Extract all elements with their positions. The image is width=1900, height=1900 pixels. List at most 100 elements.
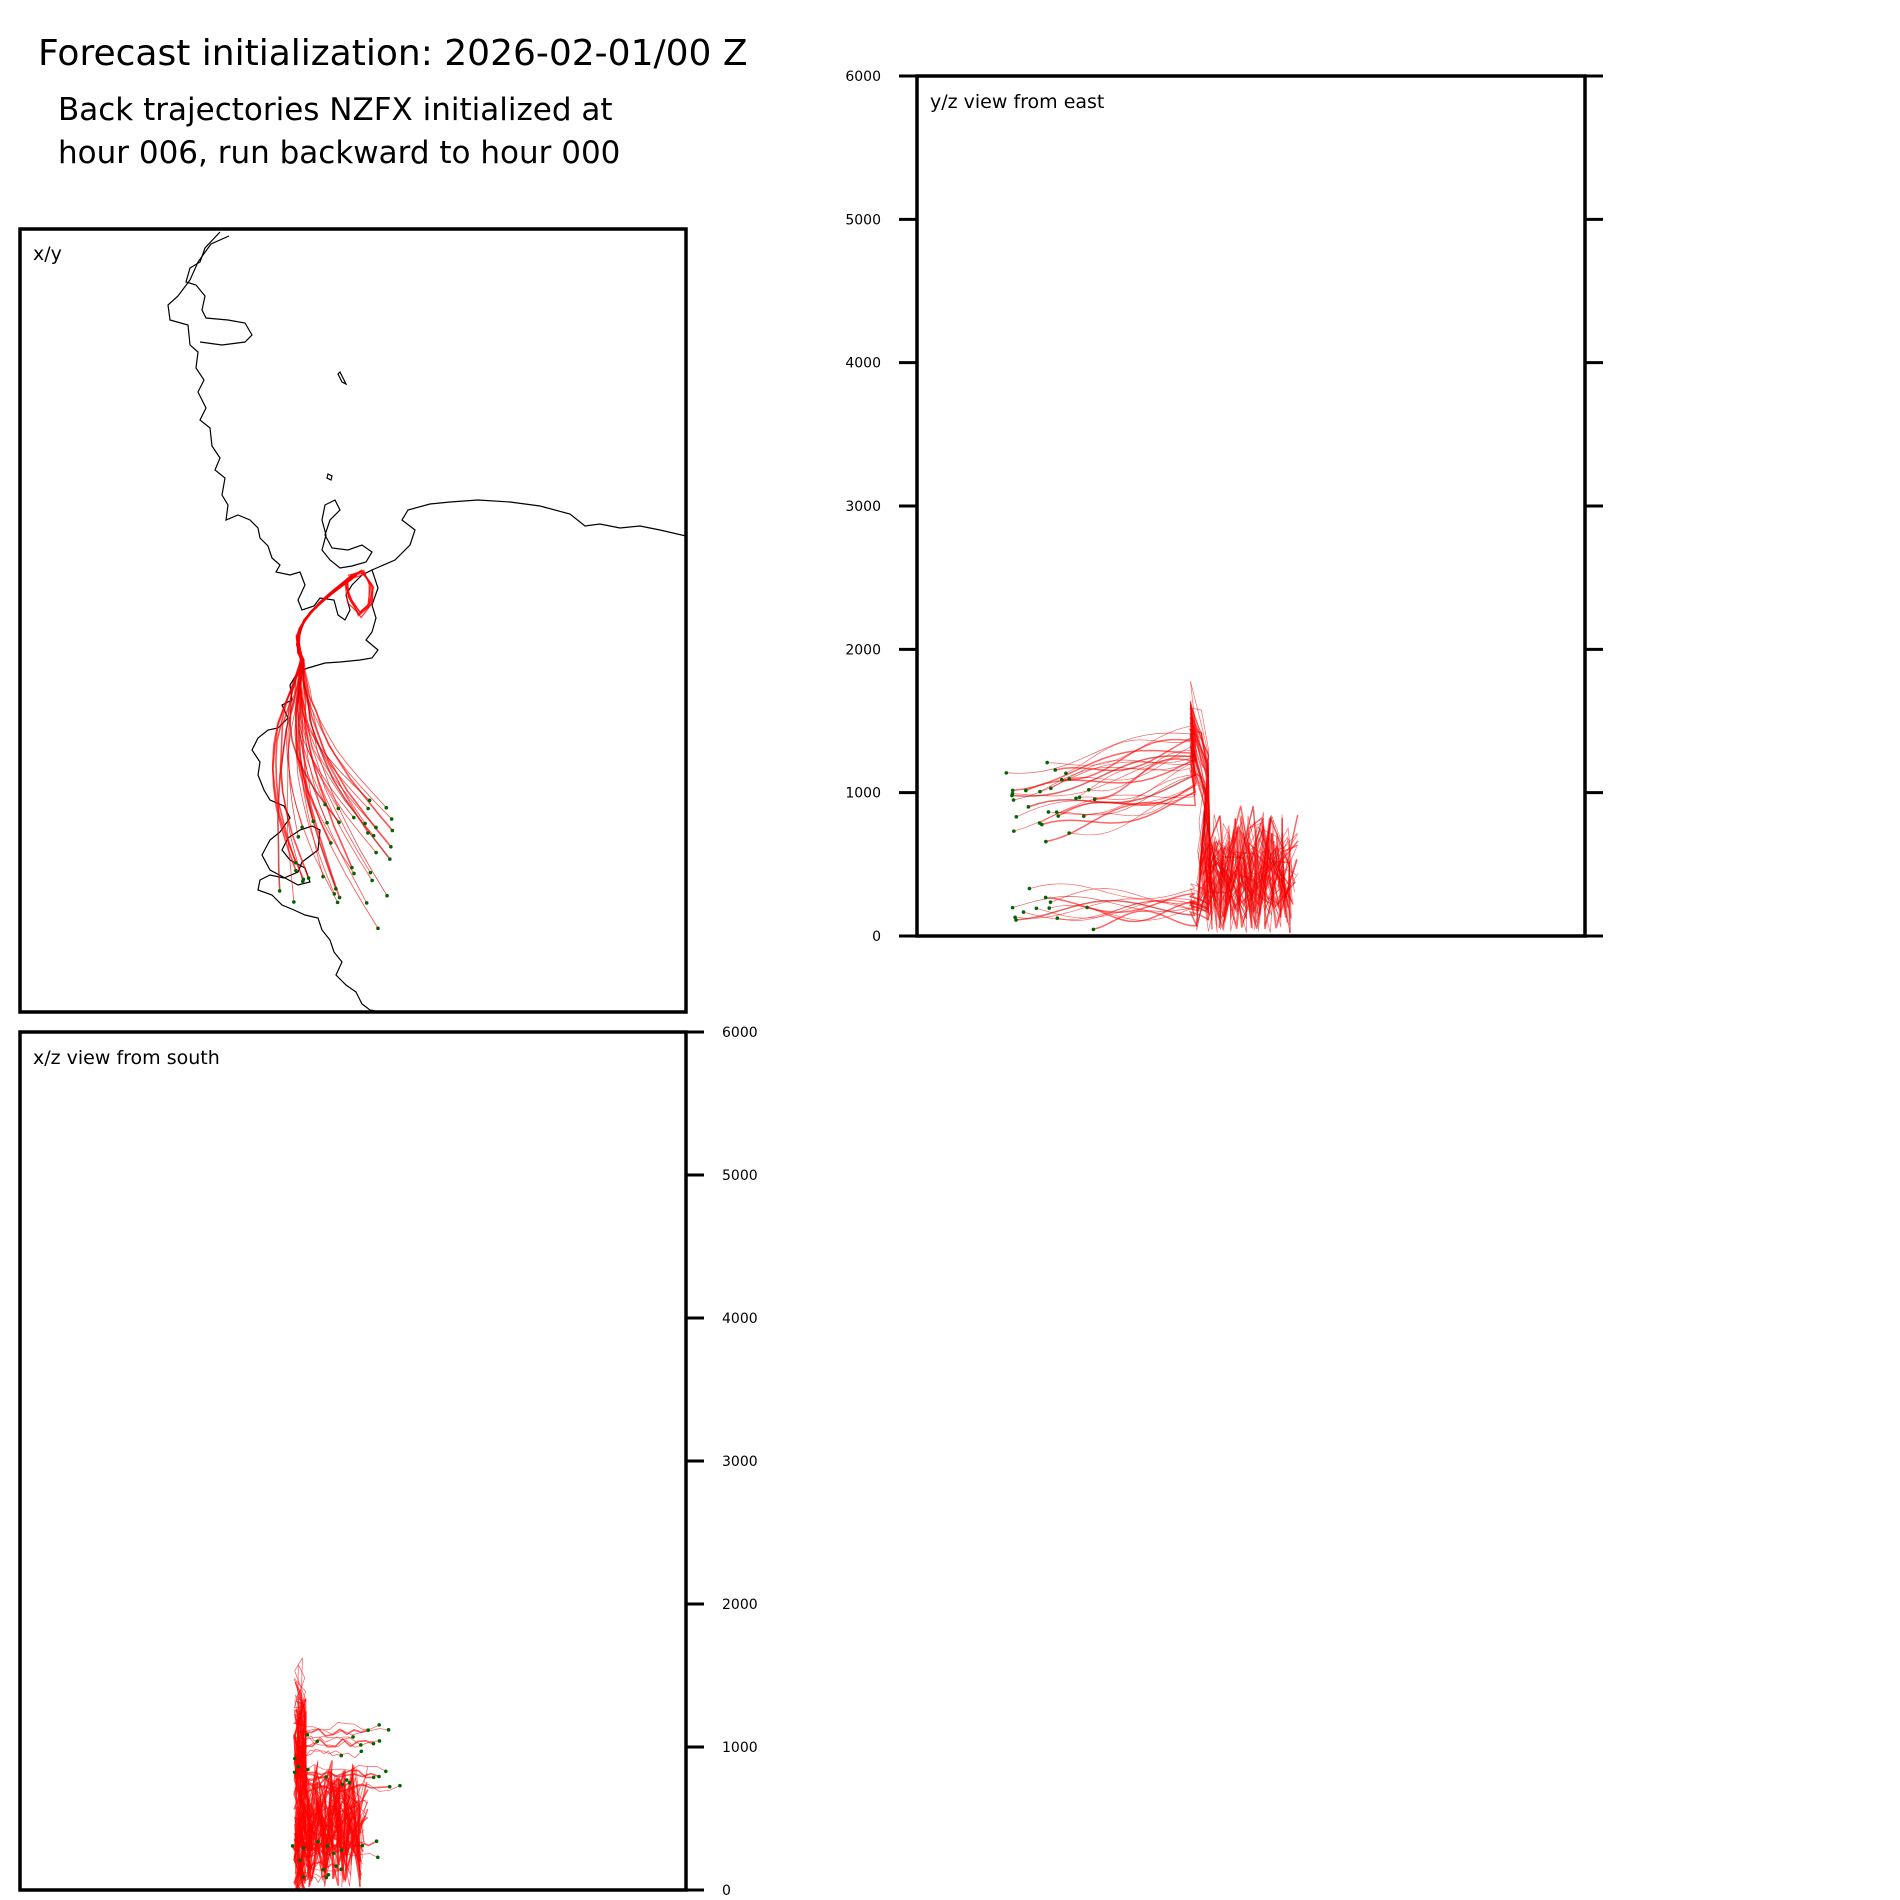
yz-endpoint	[1077, 795, 1082, 800]
yz-endpoint	[1054, 810, 1059, 814]
xy-trajectory	[345, 569, 370, 616]
xz-endpoint	[339, 1867, 343, 1872]
yz-trajectory	[1012, 832, 1287, 920]
xy-endpoint	[301, 877, 306, 882]
xz-endpoint	[339, 1753, 344, 1758]
yz-trajectory	[1012, 707, 1289, 923]
yz-right-ticks	[1585, 74, 1603, 938]
xz-endpoint	[334, 1864, 338, 1868]
xz-endpoint	[296, 1764, 301, 1769]
xy-endpoint	[352, 871, 356, 876]
xz-endpoint	[305, 1732, 310, 1737]
yz-endpoint	[1074, 796, 1078, 801]
yz-endpoint	[1049, 786, 1053, 791]
xz-endpoint	[316, 1839, 320, 1844]
coastline	[167, 235, 381, 1012]
xy-endpoint	[376, 926, 380, 931]
xy-endpoint	[306, 876, 311, 880]
yz-endpoint	[1011, 798, 1016, 802]
yz-endpoint	[1086, 788, 1091, 792]
y-tick-label: 6000	[845, 69, 881, 85]
xz-endpoint	[360, 1843, 365, 1848]
xz-endpoint	[384, 1769, 388, 1774]
xy-endpoint	[374, 850, 378, 855]
yz-endpoint	[1013, 915, 1017, 920]
yz-trajectory	[1015, 815, 1289, 930]
xz-trajectory	[294, 1764, 363, 1890]
xz-endpoint	[371, 1741, 376, 1746]
yz-trajectory	[1057, 820, 1290, 931]
xz-endpoint	[374, 1839, 379, 1844]
yz-endpoint	[1039, 822, 1044, 827]
xz-endpoint	[377, 1774, 381, 1779]
xz-endpoint	[359, 1749, 364, 1754]
yz-endpoint	[1043, 895, 1048, 900]
yz-endpoint	[1067, 831, 1071, 835]
y-tick-label: 3000	[722, 1454, 758, 1470]
xz-endpoint	[377, 1723, 381, 1727]
yz-endpoint	[1012, 829, 1016, 833]
xz-endpoint	[351, 1735, 355, 1739]
xz-endpoint	[340, 1782, 345, 1787]
xy-endpoint	[300, 825, 304, 830]
xy-panel-frame	[18, 227, 688, 1014]
xy-endpoint	[337, 895, 342, 900]
xy-endpoint	[296, 835, 301, 839]
xy-endpoint	[389, 817, 394, 821]
xy-endpoint	[323, 802, 327, 807]
xy-endpoint	[364, 901, 369, 905]
island-1	[337, 370, 348, 386]
xz-endpoint	[347, 1780, 352, 1785]
y-tick-label: 1000	[722, 1740, 758, 1756]
xz-trajectory	[293, 1769, 363, 1884]
yz-trajectory	[1011, 716, 1291, 934]
yz-endpoint	[1014, 918, 1018, 922]
yz-endpoint	[1010, 791, 1015, 796]
y-tick-label: 0	[722, 1883, 731, 1899]
xy-endpoint	[332, 892, 337, 896]
yz-endpoint	[1044, 839, 1048, 844]
yz-panel-label: y/z view from east	[930, 91, 1104, 113]
xy-endpoint	[351, 815, 356, 820]
yz-endpoint	[1045, 760, 1049, 765]
xy-endpoint	[366, 831, 370, 835]
figure-title: Forecast initialization: 2026-02-01/00 Z	[38, 33, 748, 74]
xy-endpoint	[321, 874, 325, 879]
yz-endpoint	[1046, 810, 1051, 814]
xz-panel-label: x/z view from south	[33, 1047, 220, 1069]
xz-endpoint	[301, 1875, 306, 1879]
yz-endpoint	[1048, 900, 1053, 904]
y-tick-label: 0	[872, 929, 881, 945]
xz-endpoint	[290, 1844, 295, 1848]
xy-panel-label: x/y	[33, 243, 62, 265]
xy-endpoint	[335, 900, 340, 905]
xy-endpoint	[363, 821, 367, 826]
xy-trajectory	[345, 573, 374, 619]
figure-subtitle-line2: hour 006, run backward to hour 000	[58, 135, 620, 171]
yz-endpoints	[1004, 760, 1097, 932]
y-tick-label: 3000	[845, 499, 881, 515]
xz-endpoint	[375, 1855, 380, 1860]
coastline-north	[185, 231, 253, 346]
xy-endpoint	[368, 870, 373, 875]
xy-endpoint	[350, 865, 354, 870]
xz-endpoint	[386, 1728, 391, 1732]
xy-endpoint	[390, 828, 395, 833]
yz-endpoint	[1056, 814, 1061, 818]
yz-endpoint	[1060, 777, 1064, 782]
yz-endpoint	[1092, 797, 1097, 802]
xz-endpoint	[331, 1851, 336, 1856]
yz-endpoint	[1047, 906, 1052, 910]
xz-endpoint	[326, 1873, 331, 1877]
yz-endpoint	[1010, 788, 1015, 793]
yz-endpoint	[1034, 906, 1039, 911]
xz-endpoint	[344, 1778, 349, 1782]
xy-endpoint	[385, 893, 389, 898]
xz-y-axis: 0 1000 2000 3000 4000 5000 6000	[686, 1025, 758, 1899]
xy-endpoint	[277, 889, 282, 893]
xz-endpoint	[321, 1867, 325, 1872]
yz-trajectory	[1056, 744, 1298, 927]
xz-endpoint	[292, 1770, 297, 1775]
yz-endpoint	[1010, 905, 1015, 910]
